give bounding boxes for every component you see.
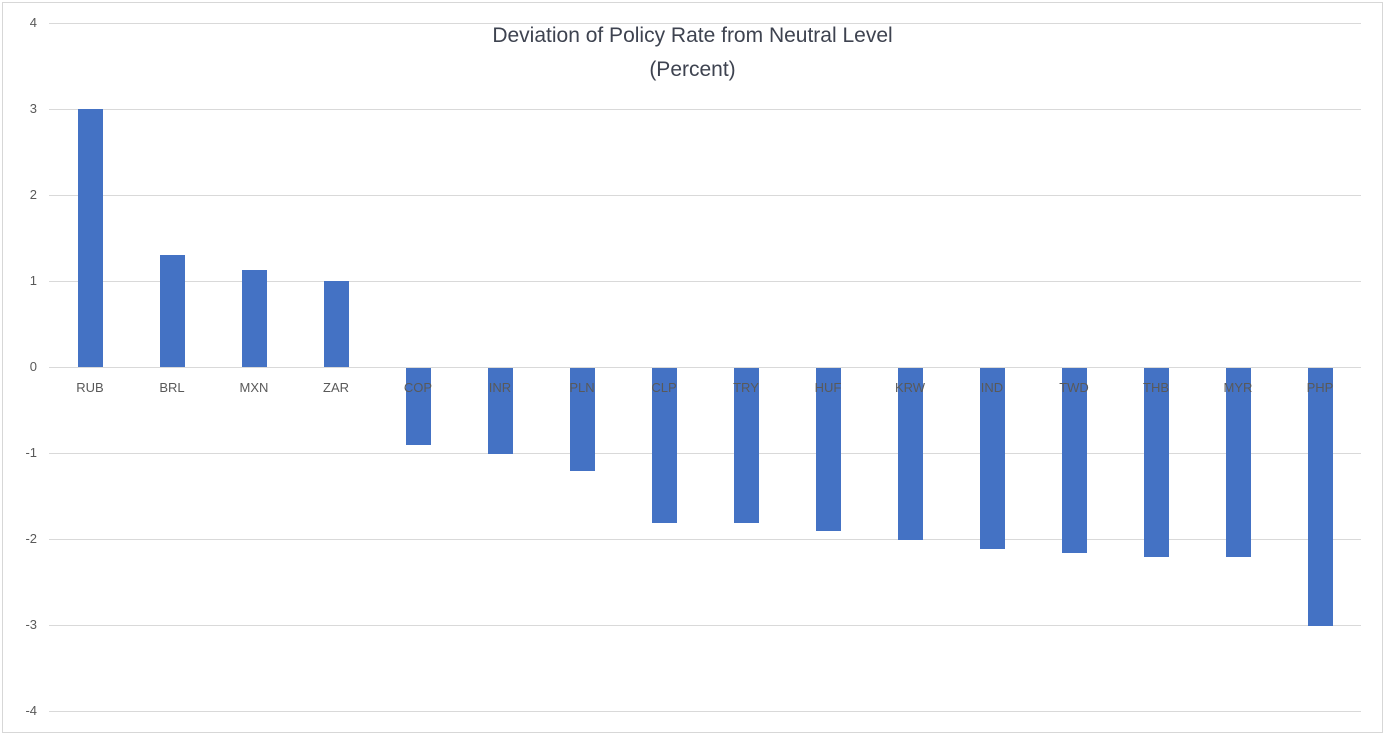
gridline-y-0	[49, 367, 1361, 368]
bar-huf	[815, 368, 841, 532]
gridline-y-2	[49, 195, 1361, 196]
bar-twd	[1061, 368, 1087, 553]
category-label-thb: THB	[1143, 380, 1169, 395]
y-axis-tick-label: -2	[25, 531, 37, 546]
gridline-y-4	[49, 23, 1361, 24]
y-axis-tick-label: 0	[29, 359, 37, 374]
gridline-y--4	[49, 711, 1361, 712]
bar-pln	[569, 368, 595, 472]
category-label-twd: TWD	[1059, 380, 1089, 395]
chart-subtitle: (Percent)	[649, 58, 736, 81]
bar-inr	[487, 368, 513, 454]
y-axis-tick-label: 1	[29, 273, 37, 288]
category-label-php: PHP	[1306, 380, 1334, 395]
gridline-y--3	[49, 625, 1361, 626]
bar-krw	[897, 368, 923, 540]
gridline-y-3	[49, 109, 1361, 110]
bar-clp	[651, 368, 677, 523]
bar-mxn	[241, 269, 267, 367]
bar-ind	[979, 368, 1005, 549]
y-axis-tick-label: 3	[29, 101, 37, 116]
y-axis-tick-label: -1	[25, 445, 37, 460]
bar-myr	[1225, 368, 1251, 558]
bar-thb	[1143, 368, 1169, 558]
bar-cop	[405, 368, 431, 446]
category-label-myr: MYR	[1223, 380, 1253, 395]
category-label-ind: IND	[980, 380, 1004, 395]
bar-rub	[77, 109, 103, 367]
bar-brl	[159, 255, 185, 367]
category-label-krw: KRW	[894, 380, 926, 395]
y-axis-tick-label: -3	[25, 617, 37, 632]
bar-try	[733, 368, 759, 523]
category-label-cop: COP	[403, 380, 433, 395]
category-label-clp: CLP	[651, 380, 677, 395]
category-label-inr: INR	[488, 380, 512, 395]
y-axis-tick-label: 4	[29, 15, 37, 30]
category-label-mxn: MXN	[239, 380, 269, 395]
bar-php	[1307, 368, 1333, 626]
gridline-y--2	[49, 539, 1361, 540]
plot-area: RUB BRL MXN ZAR COP INR PLN CLP TRY HUF KRW IND TWD T…	[49, 23, 1361, 712]
chart-title-block: Deviation of Policy Rate from Neutral Le…	[3, 19, 1382, 87]
gridline-y--1	[49, 453, 1361, 454]
chart-title: Deviation of Policy Rate from Neutral Le…	[492, 24, 893, 47]
category-label-rub: RUB	[76, 380, 104, 395]
y-axis-tick-label: 2	[29, 187, 37, 202]
category-label-pln: PLN	[569, 380, 595, 395]
category-label-huf: HUF	[814, 380, 842, 395]
bar-zar	[323, 281, 349, 367]
category-label-brl: BRL	[159, 380, 185, 395]
category-label-zar: ZAR	[323, 380, 349, 395]
y-axis-tick-label: -4	[25, 703, 37, 718]
chart-container: Deviation of Policy Rate from Neutral Le…	[2, 2, 1383, 733]
gridline-y-1	[49, 281, 1361, 282]
category-label-try: TRY	[733, 380, 759, 395]
